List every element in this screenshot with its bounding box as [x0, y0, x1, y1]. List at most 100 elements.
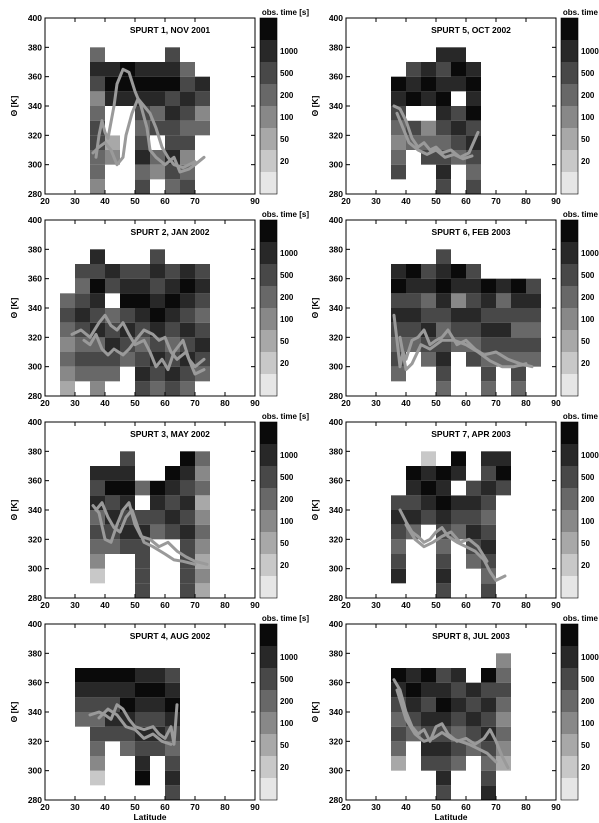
x-tick-label: 50 [431, 600, 441, 610]
heatmap-cell [451, 106, 466, 121]
heatmap-cell [406, 308, 421, 323]
heatmap-cell [481, 337, 496, 352]
heatmap-cell [75, 366, 90, 382]
heatmap-cell [481, 466, 496, 481]
y-axis-title: Θ [K] [310, 297, 320, 318]
heatmap-cell [436, 135, 451, 150]
colorbar-swatch [561, 756, 578, 778]
heatmap-cell [105, 539, 120, 554]
heatmap-cell [180, 264, 195, 279]
heatmap-cell [165, 682, 180, 698]
heatmap-cell [421, 264, 436, 279]
colorbar-swatch [561, 352, 578, 374]
heatmap-cell [436, 179, 451, 194]
heatmap-cell [436, 568, 451, 584]
x-tick-label: 20 [341, 802, 351, 812]
heatmap-cell [466, 697, 481, 712]
heatmap-cell [165, 164, 180, 180]
colorbar-swatch [561, 150, 578, 172]
colorbar-label: 500 [581, 473, 595, 482]
y-tick-label: 280 [329, 795, 343, 805]
heatmap-cell [421, 510, 436, 525]
heatmap-cell [135, 583, 150, 598]
heatmap-cell [105, 278, 120, 294]
colorbar-swatch [260, 690, 277, 712]
heatmap-cell [406, 91, 421, 106]
x-tick-label: 60 [461, 398, 471, 408]
heatmap-cell [90, 106, 105, 121]
colorbar-label: 500 [581, 675, 595, 684]
x-tick-label: 30 [371, 398, 381, 408]
colorbar-swatch [260, 330, 277, 352]
heatmap-cell [496, 308, 511, 323]
heatmap-cell [466, 278, 481, 294]
heatmap-cell [526, 352, 541, 367]
heatmap-cell [135, 668, 150, 683]
heatmap-cell [466, 264, 481, 279]
colorbar-swatch [561, 220, 578, 242]
x-tick-label: 70 [491, 196, 501, 206]
heatmap-cell [195, 568, 210, 584]
colorbar-swatch [260, 352, 277, 374]
heatmap-cell [165, 179, 180, 194]
heatmap-cell [481, 480, 496, 496]
y-tick-label: 340 [329, 303, 343, 313]
x-tick-label: 70 [491, 802, 501, 812]
heatmap-cell [466, 308, 481, 323]
y-tick-label: 300 [28, 362, 42, 372]
colorbar-label: 50 [581, 337, 590, 346]
x-tick-label: 80 [220, 398, 230, 408]
colorbar-label: 1000 [280, 653, 298, 662]
colorbar-swatch [260, 220, 277, 242]
heatmap-cell [496, 653, 511, 668]
heatmap-cell [481, 322, 496, 338]
heatmap-cell [120, 466, 135, 481]
heatmap-cell [90, 741, 105, 756]
heatmap-cell [451, 308, 466, 323]
heatmap-cell [436, 583, 451, 598]
x-tick-label: 60 [160, 196, 170, 206]
heatmap-cell [165, 524, 180, 540]
heatmap-cell [195, 278, 210, 294]
heatmap-cell [496, 682, 511, 698]
heatmap-cell [466, 76, 481, 92]
heatmap-cell [391, 756, 406, 771]
heatmap-cell [90, 164, 105, 180]
x-tick-label: 60 [160, 802, 170, 812]
colorbar-swatch [260, 264, 277, 286]
heatmap-cell [436, 62, 451, 77]
heatmap-cell [90, 568, 105, 584]
heatmap-cell [90, 381, 105, 396]
heatmap-cell [436, 785, 451, 800]
y-tick-label: 380 [28, 244, 42, 254]
heatmap-cell [511, 337, 526, 352]
heatmap-cell [421, 278, 436, 294]
trajectory-trace [398, 335, 528, 372]
colorbar-swatch [561, 128, 578, 150]
colorbar-title: obs. time [s] [262, 412, 309, 421]
heatmap-cell [511, 381, 526, 396]
heatmap-cell [120, 539, 135, 554]
heatmap-cell [436, 495, 451, 510]
heatmap-cell [135, 179, 150, 194]
y-tick-label: 360 [28, 678, 42, 688]
x-tick-label: 80 [220, 600, 230, 610]
heatmap-cell [75, 697, 90, 712]
heatmap-cell [165, 308, 180, 323]
y-tick-label: 280 [329, 391, 343, 401]
colorbar-swatch [561, 84, 578, 106]
y-tick-label: 300 [28, 766, 42, 776]
colorbar-swatch [260, 128, 277, 150]
trajectory-trace [97, 707, 173, 746]
x-tick-label: 30 [70, 196, 80, 206]
heatmap-cell [481, 539, 496, 554]
heatmap-cell [105, 366, 120, 382]
heatmap-cell [436, 480, 451, 496]
heatmap-cell [195, 264, 210, 279]
colorbar-label: 500 [280, 675, 294, 684]
colorbar-title: obs. time [s] [563, 614, 599, 623]
x-tick-label: 50 [431, 398, 441, 408]
heatmap-cell [481, 308, 496, 323]
heatmap-cell [481, 381, 496, 396]
x-tick-label: 90 [250, 398, 260, 408]
